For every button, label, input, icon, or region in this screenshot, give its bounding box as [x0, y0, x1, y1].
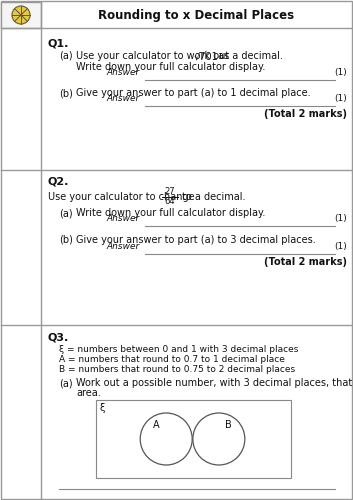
Text: B = numbers that round to 0.75 to 2 decimal places: B = numbers that round to 0.75 to 2 deci… — [59, 366, 295, 374]
Text: Answer: Answer — [107, 68, 140, 77]
Text: ξ: ξ — [99, 403, 104, 413]
Text: A = numbers that round to 0.7 to 1 decimal place: A = numbers that round to 0.7 to 1 decim… — [59, 356, 285, 364]
Text: (Total 2 marks): (Total 2 marks) — [264, 257, 347, 267]
Text: (b): (b) — [59, 235, 73, 245]
Text: Write down your full calculator display.: Write down your full calculator display. — [76, 62, 265, 72]
Bar — [96, 400, 291, 478]
Text: Give your answer to part (a) to 1 decimal place.: Give your answer to part (a) to 1 decima… — [76, 88, 311, 98]
Text: (1): (1) — [334, 214, 347, 223]
Text: Q1.: Q1. — [48, 38, 70, 48]
Text: as a decimal.: as a decimal. — [218, 51, 283, 61]
Text: (a): (a) — [59, 51, 73, 61]
Text: (1): (1) — [334, 242, 347, 251]
Text: ξ = numbers between 0 and 1 with 3 decimal places: ξ = numbers between 0 and 1 with 3 decim… — [59, 346, 298, 354]
Text: Use your calculator to work out: Use your calculator to work out — [76, 51, 229, 61]
Text: Work out a possible number, with 3 decimal places, that is in the shaded: Work out a possible number, with 3 decim… — [76, 378, 353, 388]
Text: (a): (a) — [59, 208, 73, 218]
Text: Answer: Answer — [107, 214, 140, 223]
Text: (1): (1) — [334, 68, 347, 77]
Text: area.: area. — [76, 388, 101, 398]
Text: 27: 27 — [165, 186, 175, 196]
Text: B: B — [226, 420, 232, 430]
Circle shape — [12, 6, 30, 24]
Text: (1): (1) — [334, 94, 347, 103]
Text: 64: 64 — [165, 198, 175, 206]
Circle shape — [193, 413, 245, 465]
Text: (b): (b) — [59, 88, 73, 98]
Text: (Total 2 marks): (Total 2 marks) — [264, 109, 347, 119]
Text: Write down your full calculator display.: Write down your full calculator display. — [76, 208, 265, 218]
Text: Q3.: Q3. — [48, 332, 69, 342]
Circle shape — [140, 413, 192, 465]
Text: to a decimal.: to a decimal. — [182, 192, 245, 202]
Text: A: A — [153, 420, 160, 430]
Bar — [1, 2, 41, 28]
Text: √701: √701 — [194, 51, 219, 61]
Text: Use your calculator to change: Use your calculator to change — [48, 192, 195, 202]
Text: Answer: Answer — [107, 242, 140, 251]
Text: Q2.: Q2. — [48, 177, 70, 187]
Text: (a): (a) — [59, 378, 73, 388]
Text: Give your answer to part (a) to 3 decimal places.: Give your answer to part (a) to 3 decima… — [76, 235, 316, 245]
Text: Answer: Answer — [107, 94, 140, 103]
Text: Rounding to x Decimal Places: Rounding to x Decimal Places — [98, 8, 294, 22]
